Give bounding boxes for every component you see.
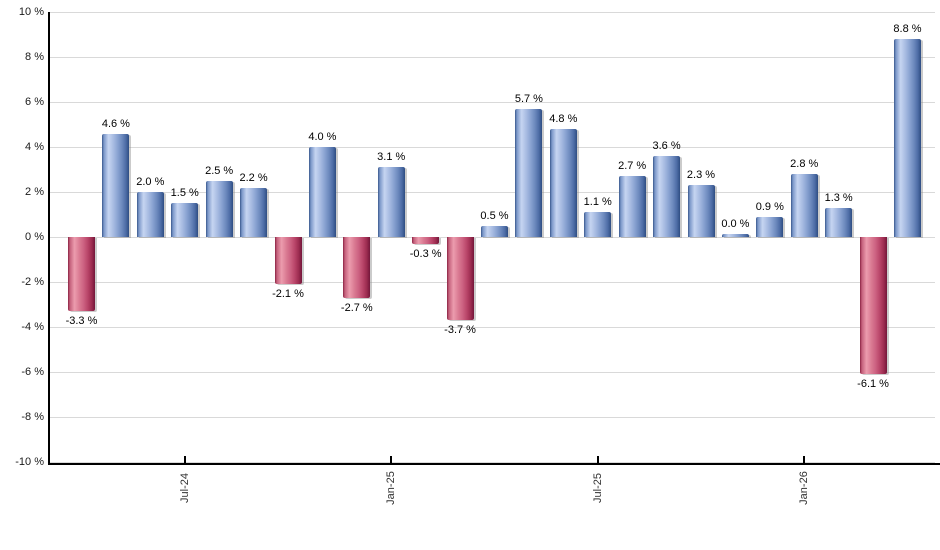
bar-value-label: 0.9 % xyxy=(755,200,784,213)
y-gridline xyxy=(49,327,935,328)
bar-value-label: -6.1 % xyxy=(857,378,889,391)
y-gridline xyxy=(49,192,935,193)
bar xyxy=(343,237,371,298)
bar-value-label: 8.8 % xyxy=(893,23,922,35)
bar xyxy=(377,167,405,237)
bar xyxy=(240,187,268,237)
y-gridline xyxy=(49,372,935,373)
bar xyxy=(756,216,784,237)
bar xyxy=(549,129,577,237)
bar-value-label: 2.0 % xyxy=(136,176,165,188)
bar xyxy=(136,192,164,237)
x-axis-tick-label: Jan-25 xyxy=(385,471,398,505)
bar xyxy=(894,39,921,237)
bar-value-label: -2.1 % xyxy=(272,288,304,301)
bar-value-label: 4.8 % xyxy=(549,113,578,125)
x-axis-tick xyxy=(803,456,806,465)
bar xyxy=(515,108,543,237)
bar xyxy=(274,237,302,285)
bar-value-label: 2.5 % xyxy=(205,164,234,177)
bar-value-label: -0.3 % xyxy=(409,247,442,260)
y-axis-tick-label: 8 % xyxy=(25,51,44,63)
y-axis-tick-label: -8 % xyxy=(21,411,44,423)
bar xyxy=(481,225,508,237)
y-gridline xyxy=(49,282,935,283)
y-axis-tick-label: 10 % xyxy=(18,6,44,18)
bar-value-label: 2.7 % xyxy=(618,160,647,173)
bar xyxy=(412,237,440,244)
y-gridline xyxy=(49,147,935,148)
y-gridline xyxy=(49,57,935,58)
bar-value-label: 3.1 % xyxy=(377,151,406,164)
bar-value-label: 4.6 % xyxy=(101,117,130,130)
bar-value-label: 5.7 % xyxy=(514,92,543,105)
y-axis-tick-label: -4 % xyxy=(21,321,44,333)
y-axis-tick-label: 6 % xyxy=(25,96,44,108)
bar xyxy=(721,234,749,237)
bar-value-label: 1.1 % xyxy=(583,196,612,209)
bar xyxy=(102,133,130,237)
bar-value-label: -2.7 % xyxy=(340,301,373,314)
bar-value-label: 1.3 % xyxy=(824,191,853,204)
bar-value-label: 2.3 % xyxy=(686,169,716,182)
bar xyxy=(171,203,199,237)
bar-value-label: 0.5 % xyxy=(480,209,509,222)
bar xyxy=(584,212,612,237)
x-axis-tick xyxy=(596,456,599,465)
bar-value-label: 2.8 % xyxy=(790,158,819,170)
y-axis-tick-label: 0 % xyxy=(25,231,44,243)
bar-value-label: 0.0 % xyxy=(721,218,750,230)
y-axis-tick-label: 2 % xyxy=(25,186,44,198)
y-gridline xyxy=(49,462,935,463)
bar xyxy=(825,207,853,237)
bar xyxy=(618,176,646,237)
bar xyxy=(308,147,336,237)
y-gridline xyxy=(49,417,935,418)
x-axis-line xyxy=(48,463,940,465)
y-axis-line xyxy=(48,12,50,465)
x-axis-tick xyxy=(390,456,393,465)
y-axis-tick-label: -6 % xyxy=(21,366,44,378)
bar xyxy=(446,237,474,321)
bar-value-label: 3.6 % xyxy=(652,140,681,152)
x-axis-tick-label: Jul-25 xyxy=(591,473,604,503)
bar-value-label: 2.2 % xyxy=(239,171,268,184)
bar-value-label: -3.3 % xyxy=(65,315,98,328)
x-axis-tick xyxy=(183,456,186,465)
bar-value-label: 4.0 % xyxy=(308,131,337,143)
y-gridline xyxy=(49,102,935,103)
y-axis-tick-label: -10 % xyxy=(15,456,44,468)
bar xyxy=(653,156,681,237)
bar xyxy=(790,174,818,237)
x-axis-tick-label: Jul-24 xyxy=(178,473,191,503)
y-axis-tick-label: -2 % xyxy=(21,276,44,288)
x-axis-tick-label: Jan-26 xyxy=(798,471,811,505)
y-axis-tick-label: 4 % xyxy=(25,141,44,153)
bar xyxy=(687,185,715,237)
bar-value-label: 1.5 % xyxy=(170,187,199,200)
bar-value-label: -3.7 % xyxy=(444,324,476,337)
y-gridline xyxy=(49,237,935,238)
bar xyxy=(68,237,95,312)
bar xyxy=(205,180,233,237)
bar xyxy=(859,237,887,375)
y-gridline xyxy=(49,12,935,13)
